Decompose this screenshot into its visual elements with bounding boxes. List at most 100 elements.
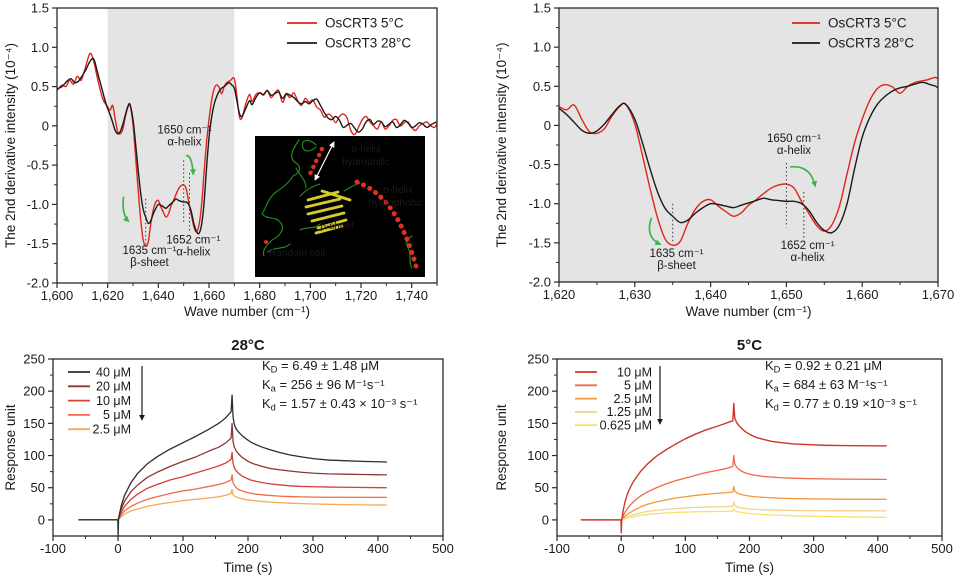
svg-text:1,680: 1,680 (243, 288, 276, 303)
svg-text:KD = 0.92 ± 0.21 μM: KD = 0.92 ± 0.21 μM (765, 358, 882, 375)
svg-text:0.5: 0.5 (31, 79, 49, 94)
svg-text:0: 0 (42, 118, 49, 133)
svg-text:1,700: 1,700 (294, 288, 327, 303)
svg-text:1.5: 1.5 (533, 1, 551, 16)
svg-text:1652 cm⁻¹: 1652 cm⁻¹ (781, 240, 835, 252)
svg-text:5 μM: 5 μM (624, 379, 652, 393)
svg-text:20 μM: 20 μM (96, 380, 131, 394)
svg-text:1.25 μM: 1.25 μM (607, 405, 652, 419)
svg-text:2.5 μM: 2.5 μM (93, 423, 131, 437)
svg-text:β-sheet: β-sheet (130, 257, 169, 269)
svg-text:0: 0 (542, 512, 549, 527)
svg-text:-1.5: -1.5 (529, 235, 551, 250)
svg-text:1650 cm⁻¹: 1650 cm⁻¹ (157, 125, 211, 137)
spr-5c-chart: -100 0 100 200 300 400 500 0 50 100 150 200 250 Time … (494, 337, 953, 575)
svg-text:5 μM: 5 μM (103, 408, 131, 422)
svg-text:500: 500 (931, 541, 953, 556)
svg-text:500: 500 (432, 541, 454, 556)
svg-text:1,660: 1,660 (193, 288, 226, 303)
svg-text:50: 50 (535, 480, 549, 495)
svg-text:200: 200 (237, 541, 259, 556)
svg-text:-1.5: -1.5 (27, 236, 49, 251)
svg-text:0.5: 0.5 (533, 79, 551, 94)
svg-text:0.625 μM: 0.625 μM (600, 419, 652, 433)
svg-text:-100: -100 (544, 541, 570, 556)
svg-text:KD = 6.49 ± 1.48 μM: KD = 6.49 ± 1.48 μM (262, 358, 379, 375)
svg-text:OsCRT3 28°C: OsCRT3 28°C (325, 35, 411, 50)
svg-text:1635 cm⁻¹: 1635 cm⁻¹ (122, 245, 176, 257)
svg-text:1,600: 1,600 (41, 288, 74, 303)
svg-text:1.0: 1.0 (31, 40, 49, 55)
svg-text:150: 150 (23, 416, 45, 431)
svg-text:40 μM: 40 μM (96, 365, 131, 379)
svg-text:400: 400 (867, 541, 889, 556)
svg-text:Wave number (cm⁻¹): Wave number (cm⁻¹) (184, 304, 310, 319)
svg-text:α-helix: α-helix (777, 145, 811, 157)
svg-text:400: 400 (367, 541, 389, 556)
panel-ftir-zoom: 1,620 1,630 1,640 1,650 1,660 1,670 1.5 1.0 0.5 0… (479, 0, 958, 320)
svg-text:150: 150 (527, 416, 549, 431)
svg-text:300: 300 (803, 541, 825, 556)
svg-text:0: 0 (618, 541, 625, 556)
svg-text:1635 cm⁻¹: 1635 cm⁻¹ (649, 248, 703, 260)
svg-text:hydrophobic: hydrophobic (369, 198, 423, 209)
svg-text:1,660: 1,660 (846, 287, 879, 302)
svg-text:β-sheet: β-sheet (320, 221, 354, 232)
svg-text:α-helix: α-helix (351, 144, 381, 155)
svg-text:hydrophilic: hydrophilic (342, 157, 390, 168)
svg-text:0: 0 (544, 118, 551, 133)
svg-text:28°C: 28°C (231, 337, 265, 354)
svg-text:Time (s): Time (s) (725, 560, 774, 575)
svg-text:1,640: 1,640 (142, 288, 175, 303)
svg-text:-2.0: -2.0 (27, 276, 49, 291)
svg-text:1,620: 1,620 (91, 288, 124, 303)
svg-text:1.5: 1.5 (31, 1, 49, 16)
svg-text:10 μM: 10 μM (617, 365, 652, 379)
svg-text:10 μM: 10 μM (96, 394, 131, 408)
svg-text:100: 100 (527, 448, 549, 463)
svg-text:1652 cm⁻¹: 1652 cm⁻¹ (166, 235, 220, 247)
svg-text:OsCRT3 28°C: OsCRT3 28°C (828, 35, 914, 50)
svg-text:1,650: 1,650 (770, 287, 803, 302)
svg-text:250: 250 (23, 352, 45, 367)
protein-structure-inset: α-helix hydrophilic α-helix hydrophobic β-sh… (255, 136, 425, 277)
svg-text:α-helix: α-helix (167, 137, 201, 149)
svg-text:Time (s): Time (s) (224, 560, 273, 575)
svg-text:250: 250 (527, 352, 549, 367)
svg-text:1,630: 1,630 (619, 287, 652, 302)
svg-text:200: 200 (527, 384, 549, 399)
svg-text:-1.0: -1.0 (529, 196, 551, 211)
spr-28c-chart: -100 0 100 200 300 400 500 0 50 100 150 200 250 Time … (3, 337, 454, 575)
ftir-zoom-chart: 1,620 1,630 1,640 1,650 1,660 1,670 1.5 1.0 0.5 0… (494, 1, 955, 320)
svg-text:-2.0: -2.0 (529, 275, 551, 290)
svg-text:Response unit: Response unit (494, 404, 509, 491)
svg-text:1,670: 1,670 (922, 287, 955, 302)
svg-text:-0.5: -0.5 (529, 157, 551, 172)
panel-spr-5c: -100 0 100 200 300 400 500 0 50 100 150 200 250 Time … (479, 320, 958, 581)
svg-text:100: 100 (674, 541, 696, 556)
svg-text:200: 200 (23, 384, 45, 399)
panel-spr-28c: -100 0 100 200 300 400 500 0 50 100 150 200 250 Time … (0, 320, 479, 581)
svg-text:1,640: 1,640 (694, 287, 727, 302)
svg-text:2.5 μM: 2.5 μM (614, 392, 652, 406)
svg-text:Kd = 1.57 ± 0.43 × 10⁻³ s⁻¹: Kd = 1.57 ± 0.43 × 10⁻³ s⁻¹ (262, 396, 418, 413)
svg-text:Response unit: Response unit (3, 404, 18, 491)
svg-text:5°C: 5°C (737, 337, 762, 354)
svg-text:300: 300 (302, 541, 324, 556)
svg-text:1,720: 1,720 (345, 288, 378, 303)
svg-text:α-helix: α-helix (791, 252, 825, 264)
svg-text:50: 50 (31, 480, 45, 495)
svg-text:1,620: 1,620 (543, 287, 576, 302)
svg-text:-1.0: -1.0 (27, 197, 49, 212)
svg-text:The 2nd derivative intensity (: The 2nd derivative intensity (10⁻⁴) (3, 43, 18, 248)
svg-text:100: 100 (172, 541, 194, 556)
svg-text:0: 0 (38, 512, 45, 527)
svg-text:1650 cm⁻¹: 1650 cm⁻¹ (767, 133, 821, 145)
svg-text:OsCRT3 5°C: OsCRT3 5°C (325, 15, 404, 30)
ftir-full-chart: 1,600 1,620 1,640 1,660 1,680 1,700 1,720 1,740… (3, 1, 438, 319)
svg-text:-100: -100 (40, 541, 66, 556)
svg-text:1,740: 1,740 (395, 288, 428, 303)
panel-ftir-full: 1,600 1,620 1,640 1,660 1,680 1,700 1,720 1,740… (0, 0, 479, 320)
svg-text:Kd = 0.77 ± 0.19 ×10⁻³ s⁻¹: Kd = 0.77 ± 0.19 ×10⁻³ s⁻¹ (765, 396, 917, 413)
